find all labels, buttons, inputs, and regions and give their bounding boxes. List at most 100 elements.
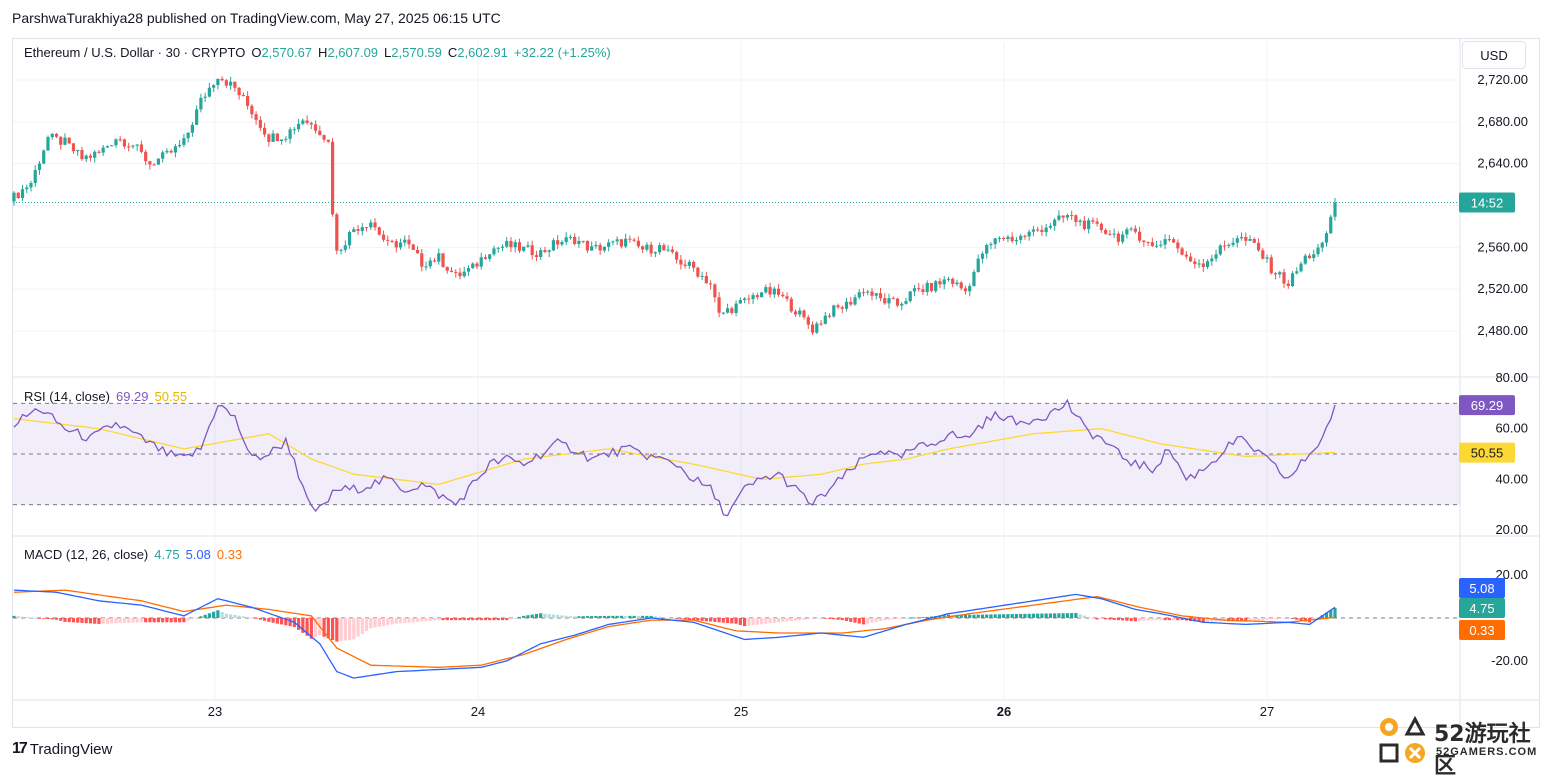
candle-body — [165, 150, 169, 153]
candle-body — [1197, 263, 1201, 265]
macd-histogram-bar — [683, 618, 687, 620]
currency-button[interactable]: USD — [1462, 41, 1526, 69]
price-legend: Ethereum / U.S. Dollar · 30 · CRYPTO O2,5… — [24, 45, 617, 60]
macd-histogram-bar — [500, 618, 505, 621]
macd-histogram-bar — [543, 613, 547, 618]
candle-body — [912, 288, 917, 292]
candle-body — [390, 240, 394, 242]
candle-body — [114, 139, 118, 146]
candle-body — [1316, 247, 1320, 255]
macd-histogram-bar — [449, 618, 454, 621]
macd-histogram-bar — [1286, 618, 1290, 619]
candle-body — [313, 124, 318, 131]
macd-histogram-bar — [411, 618, 415, 623]
candle-body — [692, 261, 696, 268]
macd-histogram-bar — [963, 614, 968, 618]
macd-histogram-bar — [696, 618, 700, 621]
candle-body — [1282, 272, 1286, 284]
macd-histogram-bar — [602, 615, 607, 618]
macd-histogram-bar — [564, 615, 568, 618]
tradingview-brand: TradingView — [29, 740, 113, 758]
macd-histogram-bar — [161, 618, 165, 623]
macd-histogram-bar — [258, 618, 262, 620]
candle-body — [704, 275, 708, 284]
macd-histogram-bar — [891, 618, 895, 620]
candle-body — [1235, 238, 1239, 243]
macd-histogram-bar — [1227, 618, 1231, 622]
candle-body — [641, 246, 645, 250]
macd-histogram-bar — [432, 618, 437, 621]
macd-histogram-bar — [250, 617, 254, 619]
macd-histogram-bar — [135, 618, 139, 623]
macd-histogram-bar — [186, 618, 190, 621]
macd-histogram-bar — [993, 614, 997, 618]
macd-histogram-bar — [1282, 618, 1286, 619]
candle-body — [471, 263, 475, 269]
publish-caption: ParshwaTurakhiya28 published on TradingV… — [12, 10, 501, 26]
watermark-cn: 52游玩社区 — [1434, 722, 1531, 779]
candle-body — [127, 146, 131, 148]
rsi-pane — [13, 398, 1460, 517]
candle-body — [1027, 231, 1031, 237]
macd-histogram-bar — [415, 618, 420, 622]
price-tick-label: 2,680.00 — [1477, 114, 1528, 129]
candle-body — [1006, 236, 1010, 240]
candle-body — [810, 324, 815, 333]
macd-histogram-bar — [1070, 613, 1074, 618]
axis-layer: 23 24 25 26 27 2,720.00 2,680.00 2,640.00 2,560.… — [208, 72, 1528, 719]
candle-body — [624, 238, 628, 247]
macd-pane — [12, 589, 1460, 679]
macd-histogram-bar — [424, 618, 428, 622]
macd-histogram-bar — [590, 616, 594, 618]
macd-histogram-bar — [335, 618, 339, 642]
candle-body — [216, 78, 220, 86]
candle-body — [199, 97, 203, 110]
candle-body — [713, 284, 717, 298]
low-value: 2,570.59 — [391, 45, 442, 60]
macd-histogram-bar — [1235, 618, 1239, 622]
macd-signal-value: 0.33 — [216, 547, 243, 562]
candle-body — [908, 291, 912, 302]
candle-body — [364, 227, 369, 229]
macd-histogram-bar — [377, 618, 381, 627]
macd-histogram-bar — [479, 618, 483, 621]
gamepad-symbols-icon — [1379, 715, 1426, 763]
macd-histogram-bar — [220, 611, 224, 618]
macd-hist-tag — [1459, 598, 1505, 618]
macd-histogram-bar — [887, 618, 891, 620]
candle-body — [972, 271, 976, 287]
tradingview-logo[interactable]: 17 TradingView — [12, 740, 112, 758]
macd-histogram-bar — [539, 613, 543, 618]
macd-histogram-bar — [628, 615, 632, 618]
candle-body — [806, 317, 810, 325]
candle-body — [776, 288, 781, 295]
candle-body — [883, 298, 887, 304]
macd-histogram-bar — [679, 618, 683, 619]
candle-body — [1074, 215, 1078, 223]
candle-body — [462, 271, 466, 277]
macd-histogram-bar — [802, 618, 806, 620]
candle-body — [1222, 245, 1227, 247]
macd-histogram-bar — [428, 618, 432, 621]
candle-body — [853, 297, 857, 305]
candle-body — [492, 248, 496, 255]
macd-histogram-bar — [904, 618, 908, 619]
macd-histogram-bar — [1019, 613, 1023, 618]
candle-body — [12, 192, 16, 202]
macd-histogram-bar — [861, 618, 866, 625]
candle-body — [449, 270, 454, 272]
macd-histogram-bar — [649, 615, 653, 618]
price-pane — [12, 76, 1460, 335]
candle-body — [288, 129, 292, 139]
candle-body — [517, 242, 522, 251]
candle-body — [1231, 242, 1235, 245]
candle-body — [1167, 239, 1171, 241]
macd-histogram-bar — [25, 617, 29, 618]
candle-body — [551, 240, 556, 251]
chart-frame[interactable] — [12, 38, 1540, 728]
macd-histogram-bar — [190, 618, 194, 620]
candle-body — [1256, 242, 1261, 251]
candle-body — [407, 239, 411, 245]
candle-body — [186, 132, 190, 139]
